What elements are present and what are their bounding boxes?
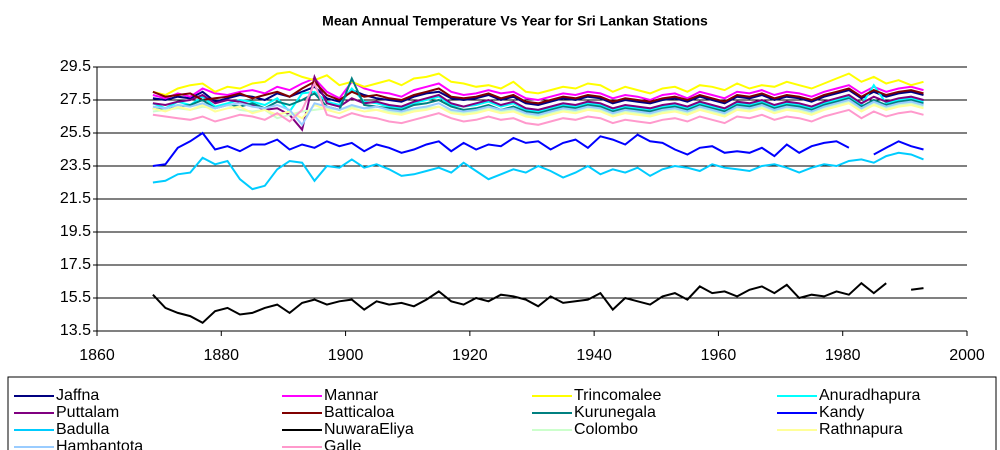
y-tick-label: 23.5 (60, 157, 91, 174)
x-tick-label: 2000 (949, 347, 985, 364)
series-line (152, 102, 924, 120)
x-tick-label: 1980 (825, 347, 861, 364)
legend-label: Hambantota (56, 438, 143, 450)
y-tick-label: 29.5 (60, 58, 91, 75)
legend-label: Anuradhapura (819, 387, 921, 404)
legend-label: NuwaraEliya (324, 421, 414, 438)
chart-title: Mean Annual Temperature Vs Year for Sri … (322, 13, 708, 29)
legend-label: Puttalam (56, 404, 119, 421)
series-line (152, 80, 924, 105)
y-tick-label: 21.5 (60, 190, 91, 207)
x-tick-label: 1900 (328, 347, 364, 364)
series-line (152, 98, 924, 127)
y-tick-label: 17.5 (60, 256, 91, 273)
series-line (152, 70, 924, 97)
x-tick-label: 1940 (576, 347, 612, 364)
x-tick-label: 1880 (203, 347, 239, 364)
legend-box (7, 376, 997, 450)
series-line (152, 131, 924, 167)
y-tick-label: 25.5 (60, 124, 91, 141)
legend-label: Mannar (324, 387, 379, 404)
legend-label: Kandy (819, 404, 864, 421)
series-line (152, 151, 924, 191)
y-tick-label: 27.5 (60, 91, 91, 108)
x-tick-label: 1860 (79, 347, 115, 364)
legend-label: Batticaloa (324, 404, 394, 421)
y-tick-label: 19.5 (60, 223, 91, 240)
y-tick-label: 15.5 (60, 289, 91, 306)
legend-label: Badulla (56, 421, 109, 438)
y-tick-label: 13.5 (60, 322, 91, 339)
series-line (152, 77, 924, 102)
series-line (152, 80, 924, 126)
x-tick-label: 1920 (452, 347, 488, 364)
legend-label: Jaffna (56, 387, 99, 404)
series-line (152, 75, 924, 115)
legend-label: Rathnapura (819, 421, 903, 438)
series-line (152, 73, 924, 132)
legend-label: Kurunegala (574, 404, 656, 421)
legend-label: Colombo (574, 421, 638, 438)
legend-label: Trincomalee (574, 387, 662, 404)
x-tick-label: 1960 (701, 347, 737, 364)
series-line (152, 281, 924, 325)
legend-label: Galle (324, 438, 361, 450)
